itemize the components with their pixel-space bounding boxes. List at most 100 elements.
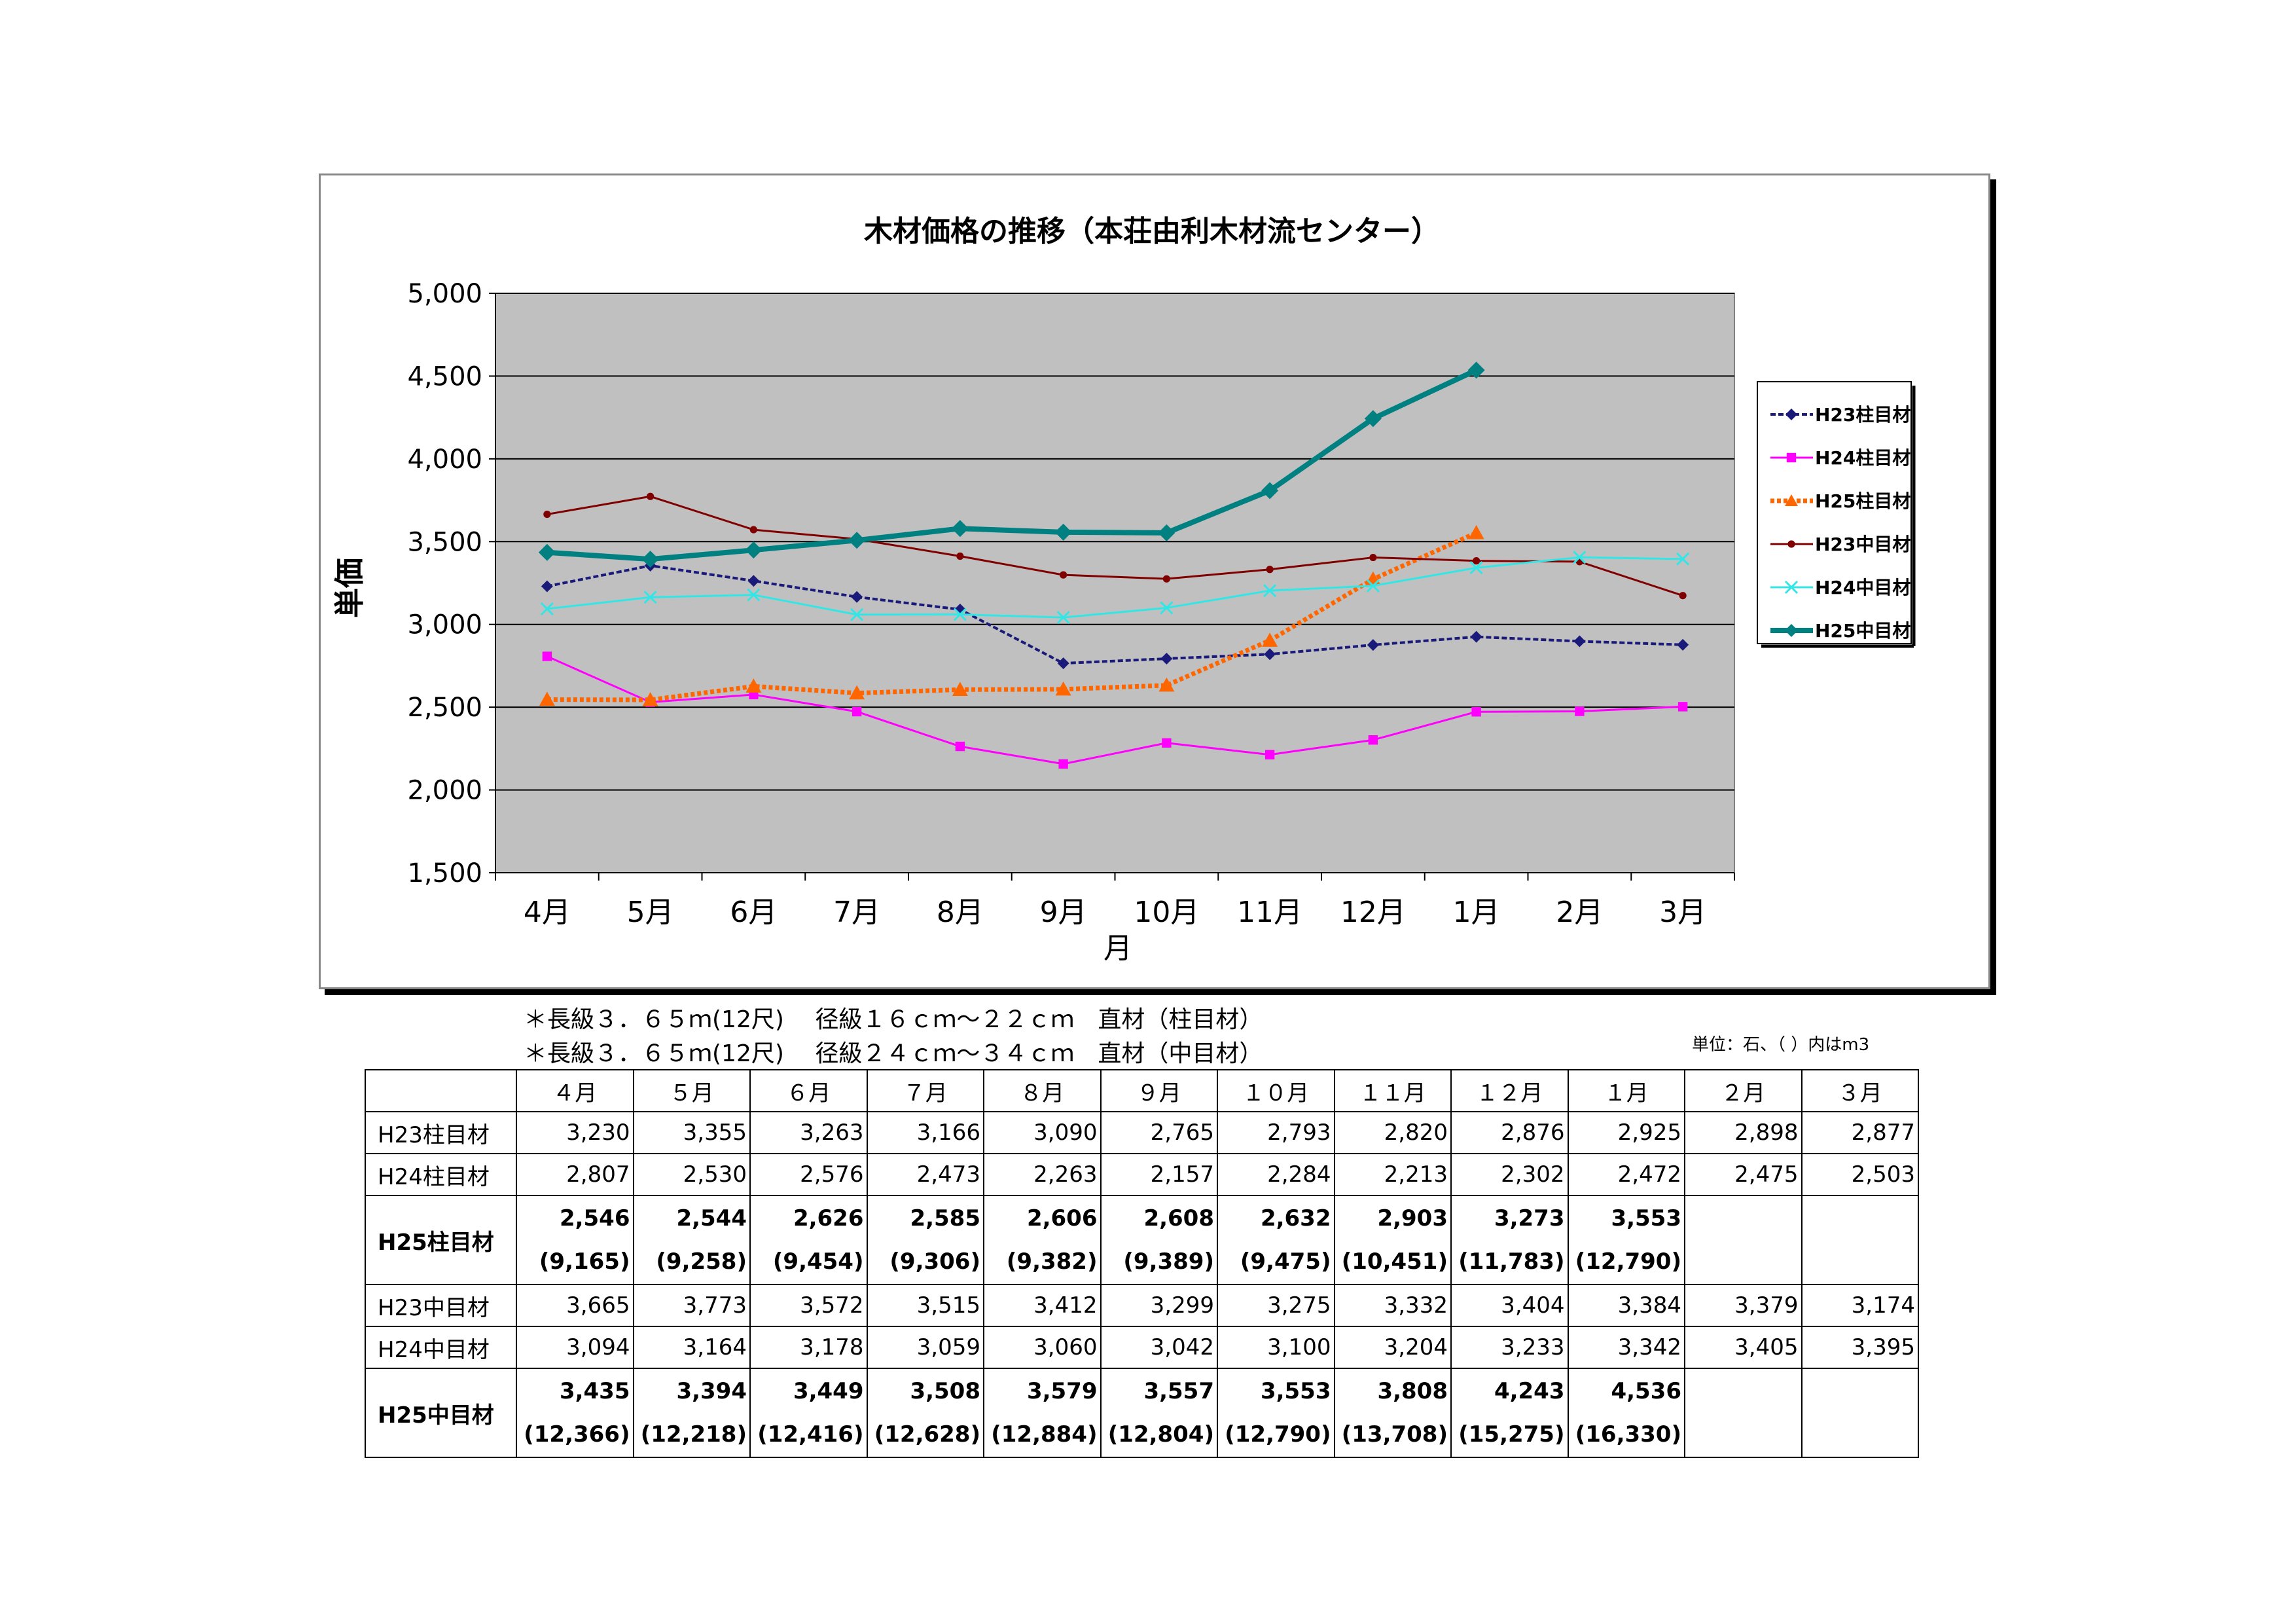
data-point (642, 692, 658, 706)
value-cell: 3,299 (1100, 1284, 1218, 1327)
koku-value: 4,536 (1611, 1378, 1681, 1404)
data-point (1364, 410, 1382, 428)
value-cell: 3,405 (1684, 1326, 1803, 1369)
data-point (1471, 707, 1481, 717)
value-cell: 3,572 (749, 1284, 868, 1327)
row-label: H25柱目材 (365, 1195, 517, 1285)
table-header-row: ４月 ５月 ６月 ７月 ８月 ９月 １０月 １１月 １２月 １月 ２月 ３月 (365, 1069, 1919, 1112)
month-header: １０月 (1217, 1069, 1335, 1112)
data-point (1266, 566, 1274, 574)
data-point (543, 510, 551, 519)
table-row: H24中目材 3,094 3,164 3,178 3,059 3,060 3,042 3,10… (365, 1326, 1919, 1369)
value-cell: 3,174 (1801, 1284, 1919, 1327)
value-cell: 2,608 (9,389) (1100, 1195, 1218, 1285)
legend-label: H25中目材 (1815, 620, 1910, 642)
data-point (852, 706, 862, 717)
data-point (1368, 735, 1378, 745)
value-cell (1684, 1368, 1803, 1458)
value-cell: 2,472 (1567, 1153, 1685, 1196)
data-point (1160, 653, 1173, 665)
value-cell: 3,508 (12,628) (866, 1368, 984, 1458)
koku-value: 2,626 (793, 1205, 864, 1231)
m3-value: (9,389) (1123, 1249, 1214, 1275)
month-header: ８月 (983, 1069, 1102, 1112)
data-point (951, 520, 969, 538)
value-cell: 3,166 (866, 1111, 984, 1154)
value-cell: 3,412 (983, 1284, 1102, 1327)
value-cell: 2,877 (1801, 1111, 1919, 1154)
month-header: １１月 (1333, 1069, 1452, 1112)
x-tick-label: 8月 (937, 896, 984, 929)
row-label: H24柱目材 (365, 1153, 517, 1196)
value-cell: 4,536 (16,330) (1567, 1368, 1685, 1458)
value-cell: 3,553 (12,790) (1217, 1368, 1335, 1458)
table-row: H25中目材 3,435 (12,366) 3,394 (12,218) 3,449 (12… (365, 1368, 1919, 1458)
value-cell: 3,449 (12,416) (749, 1368, 868, 1458)
value-cell: 2,284 (1217, 1153, 1335, 1196)
legend-marker (1785, 494, 1798, 506)
data-point (1263, 584, 1277, 598)
y-tick-label: 2,000 (407, 776, 482, 806)
data-point (1467, 361, 1485, 379)
koku-value: 2,546 (559, 1205, 630, 1231)
x-tick-label: 7月 (833, 896, 880, 929)
table-row: H24柱目材 2,807 2,530 2,576 2,473 2,263 2,157 2,28… (365, 1153, 1919, 1196)
data-point (956, 552, 964, 560)
data-point (1573, 551, 1587, 564)
m3-value: (12,790) (1225, 1421, 1331, 1448)
value-cell: 3,557 (12,804) (1100, 1368, 1218, 1458)
data-point (747, 575, 760, 587)
value-cell: 3,379 (1684, 1284, 1803, 1327)
value-cell: 2,606 (9,382) (983, 1195, 1102, 1285)
price-table: ４月 ５月 ６月 ７月 ８月 ９月 １０月 １１月 １２月 １月 ２月 ３月 H23柱目材 3,230 3,… (365, 1069, 1919, 1458)
x-tick-label: 11月 (1237, 896, 1302, 929)
legend-marker (1787, 540, 1795, 548)
data-point (1054, 523, 1072, 541)
koku-value: 3,273 (1494, 1205, 1565, 1231)
value-cell: 2,876 (1450, 1111, 1569, 1154)
data-point (851, 591, 863, 603)
value-cell (1801, 1195, 1919, 1285)
data-point (1575, 706, 1585, 716)
koku-value: 3,435 (559, 1378, 630, 1404)
data-point (1261, 482, 1279, 500)
table-corner-cell (365, 1069, 517, 1112)
m3-value: (9,454) (772, 1249, 864, 1275)
row-label: H23中目材 (365, 1284, 517, 1327)
legend-box (1757, 381, 1912, 644)
value-cell: 2,626 (9,454) (749, 1195, 868, 1285)
legend-label: H23中目材 (1815, 534, 1910, 555)
data-point (1366, 579, 1380, 593)
y-tick-label: 1,500 (407, 858, 482, 888)
value-cell: 2,793 (1217, 1111, 1335, 1154)
unit-note: 単位：石、（ ）内はm3 (1692, 1035, 1870, 1055)
value-cell: 3,808 (13,708) (1333, 1368, 1452, 1458)
chart-frame: 木材価格の推移（本荘由利木材流センター） 1,500 2,000 2,500 3,000… (319, 173, 1990, 989)
value-cell: 3,342 (1567, 1326, 1685, 1369)
value-cell: 2,765 (1100, 1111, 1218, 1154)
value-cell: 3,230 (516, 1111, 634, 1154)
y-tick-label: 5,000 (407, 279, 482, 309)
m3-value: (12,884) (991, 1421, 1098, 1448)
koku-value: 2,903 (1377, 1205, 1448, 1231)
value-cell: 2,903 (10,451) (1333, 1195, 1452, 1285)
data-point (1677, 638, 1689, 651)
data-point (1367, 639, 1379, 651)
m3-value: (16,330) (1575, 1421, 1681, 1448)
value-cell: 3,395 (1801, 1326, 1919, 1369)
value-cell: 2,585 (9,306) (866, 1195, 984, 1285)
data-point (1679, 592, 1687, 600)
data-point (647, 492, 655, 500)
month-header: ２月 (1684, 1069, 1803, 1112)
month-header: １２月 (1450, 1069, 1569, 1112)
row-label: H23柱目材 (365, 1111, 517, 1154)
value-cell: 3,773 (632, 1284, 751, 1327)
m3-value: (12,218) (640, 1421, 747, 1448)
data-point (1369, 553, 1377, 562)
koku-value: 3,557 (1143, 1378, 1214, 1404)
value-cell: 3,332 (1333, 1284, 1452, 1327)
data-point (1055, 681, 1071, 696)
m3-value: (10,451) (1341, 1249, 1448, 1275)
value-cell: 2,544 (9,258) (632, 1195, 751, 1285)
data-point (749, 526, 757, 534)
